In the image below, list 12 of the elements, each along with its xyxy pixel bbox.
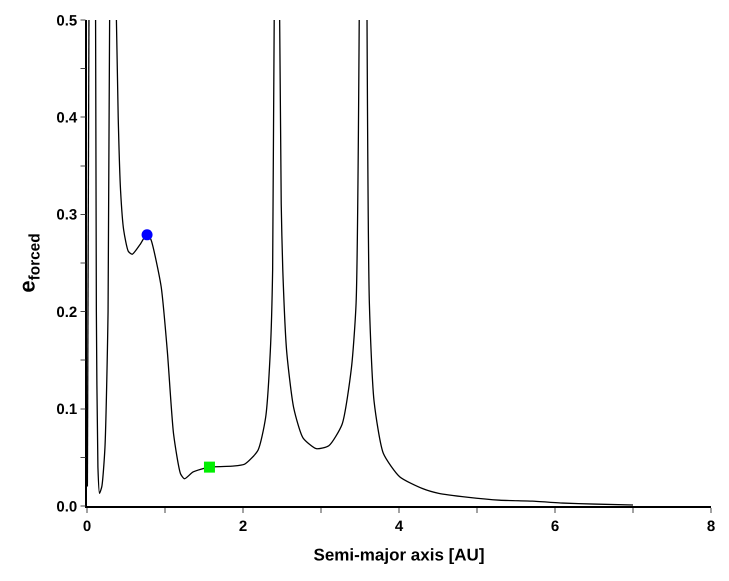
y-tick-label: 0.0	[56, 498, 78, 516]
x-tick-label: 6	[550, 518, 560, 535]
y-tick-label: 0.1	[56, 401, 78, 418]
x-tick-label: 2	[238, 518, 248, 535]
y-tick-label: 0.4	[56, 109, 78, 126]
x-tick-label: 0	[82, 518, 92, 535]
y-tick-label: 0.2	[56, 304, 78, 321]
x-tick-label: 4	[394, 518, 404, 535]
y-tick-label: 0.5	[56, 12, 78, 30]
y-tick-label: 0.3	[56, 206, 78, 224]
x-axis-title: Semi-major axis [AU]	[314, 546, 484, 565]
x-tick-label: 8	[706, 518, 716, 535]
